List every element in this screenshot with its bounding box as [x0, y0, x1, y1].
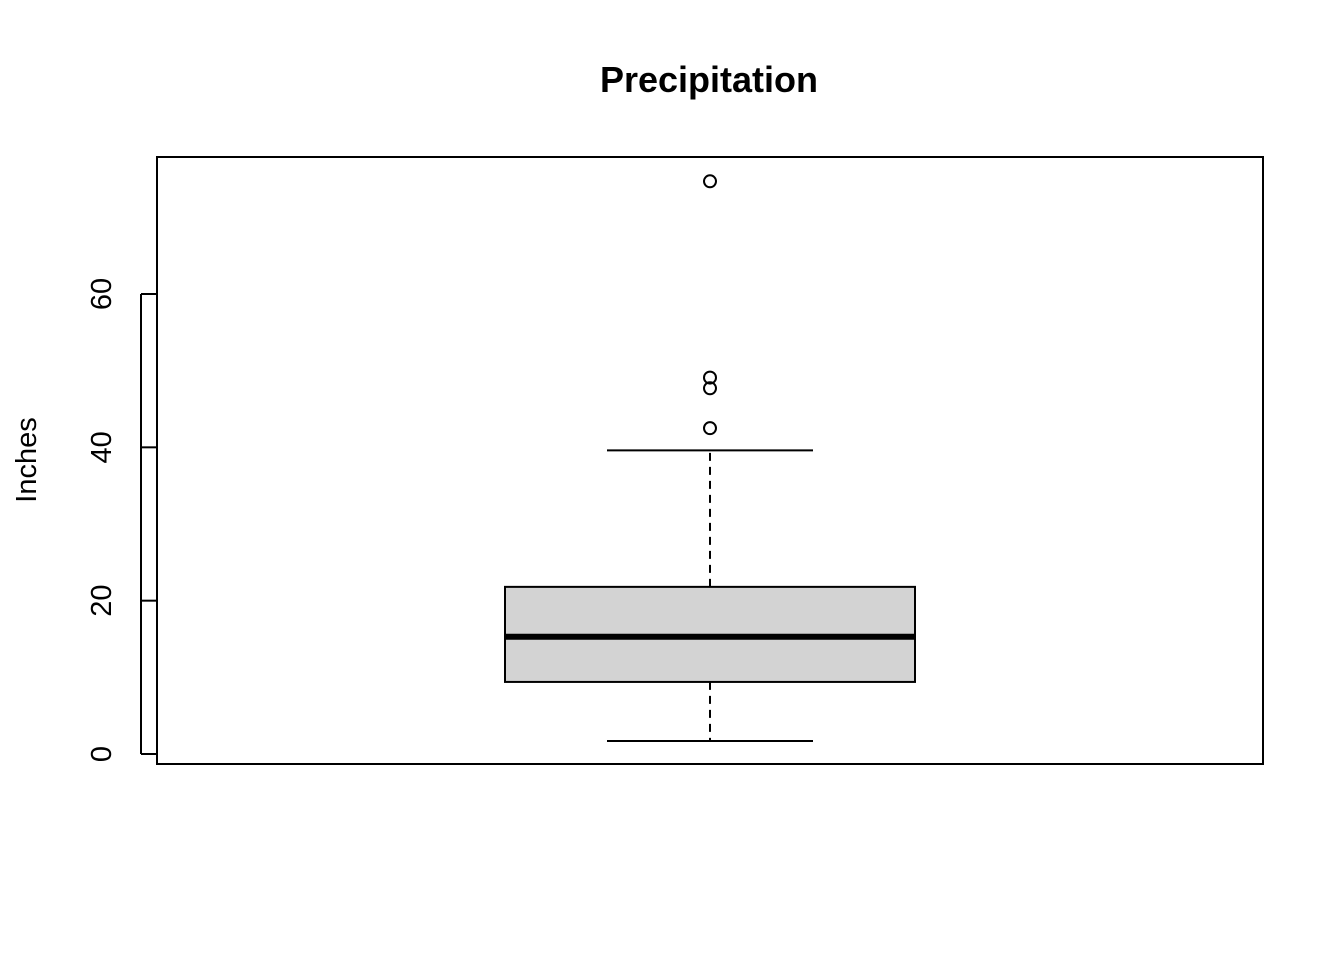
- y-axis: 0 20 40 60: [86, 278, 157, 762]
- outlier-point-1: [703, 381, 717, 396]
- y-tick-label-0: 0: [86, 746, 118, 762]
- chart-title: Precipitation: [600, 59, 818, 100]
- outlier-point-0: [703, 421, 717, 436]
- boxplot-marks: [504, 174, 916, 742]
- y-axis-label: Inches: [11, 417, 43, 502]
- y-tick-label-20: 20: [86, 585, 118, 617]
- y-tick-label-60: 60: [86, 278, 118, 310]
- y-tick-label-40: 40: [86, 431, 118, 463]
- outlier-point-3: [703, 174, 717, 189]
- outlier-point-2: [703, 370, 717, 385]
- plot-frame: [156, 156, 1264, 765]
